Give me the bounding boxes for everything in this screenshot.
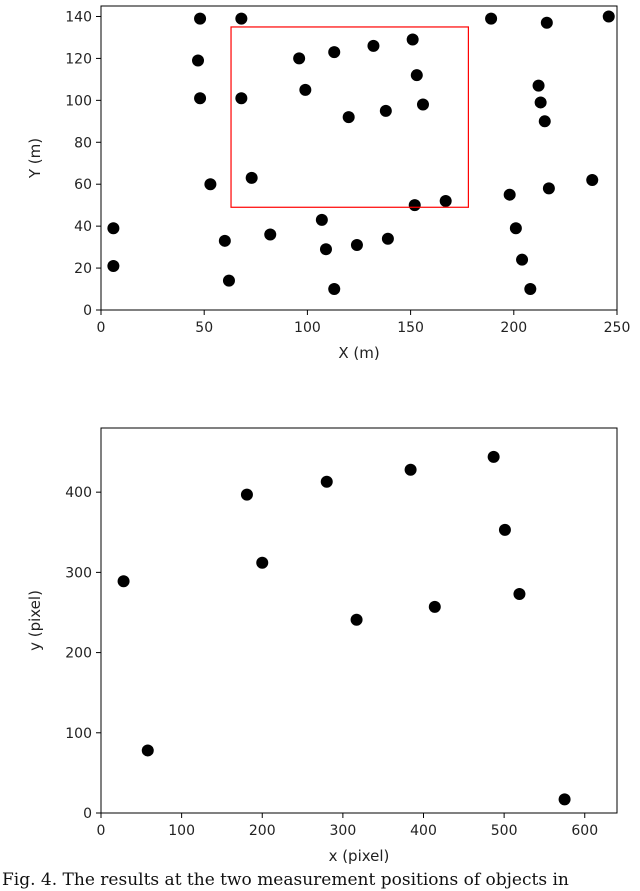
top-y-tick-label: 0 (83, 303, 92, 319)
bottom-data-point (240, 488, 253, 501)
top-data-point (416, 98, 429, 111)
top-data-point (107, 222, 120, 235)
top-data-point (534, 96, 547, 109)
bottom-x-tick-label: 0 (97, 823, 106, 839)
top-y-tick-label: 40 (74, 219, 92, 235)
top-x-axis-label: X (m) (338, 344, 379, 362)
top-data-point (235, 92, 248, 105)
bottom-x-tick-label: 500 (491, 823, 518, 839)
bottom-y-tick-label: 400 (65, 485, 92, 501)
top-y-tick-label: 20 (74, 261, 92, 277)
top-data-point (222, 274, 235, 287)
bottom-x-axis-label: x (pixel) (329, 847, 390, 865)
bottom-data-point (404, 463, 417, 476)
top-data-point (379, 104, 392, 117)
top-data-point (350, 239, 363, 252)
highlight-box (230, 26, 469, 208)
top-data-point (235, 12, 248, 25)
top-data-point (538, 115, 551, 128)
bottom-data-point (487, 450, 500, 463)
top-data-point (218, 234, 231, 247)
top-y-tick-label: 60 (74, 177, 92, 193)
top-data-point (328, 283, 341, 296)
top-data-point (264, 228, 277, 241)
top-data-point (408, 199, 421, 212)
top-data-point (485, 12, 498, 25)
top-data-point (439, 194, 452, 207)
bottom-y-tick-label: 0 (83, 806, 92, 822)
top-x-axis-ticks: 0 50 100 150 200 250 (97, 310, 631, 336)
top-y-tick-label: 80 (74, 135, 92, 151)
bottom-data-point (320, 475, 333, 488)
top-data-point (245, 171, 258, 184)
bottom-data-point (117, 575, 130, 588)
figure-caption: Fig. 4. The results at the two measureme… (2, 870, 569, 890)
top-data-point (315, 213, 328, 226)
top-y-tick-label: 100 (65, 93, 92, 109)
top-data-point (602, 10, 615, 23)
bottom-data-point (498, 523, 511, 536)
bottom-x-tick-label: 400 (410, 823, 437, 839)
bottom-y-tick-label: 200 (65, 646, 92, 662)
bottom-data-point (350, 613, 363, 626)
bottom-y-axis-label: y (pixel) (26, 590, 44, 651)
top-x-tick-label: 150 (397, 320, 424, 336)
bottom-scatter-points (117, 450, 571, 806)
top-data-point (532, 79, 545, 92)
bottom-y-tick-label: 300 (65, 565, 92, 581)
top-x-tick-label: 50 (195, 320, 213, 336)
top-scatter-chart: 0 50 100 150 200 250 0 20 40 60 80 100 120 140 X (m)… (26, 5, 631, 362)
top-data-point (516, 253, 529, 266)
top-y-tick-label: 120 (65, 51, 92, 67)
bottom-data-point (513, 588, 526, 601)
top-data-point (586, 174, 599, 187)
top-data-point (194, 12, 207, 25)
top-data-point (299, 83, 312, 96)
top-data-point (410, 69, 423, 82)
bottom-y-tick-label: 100 (65, 726, 92, 742)
top-plot-frame (100, 5, 618, 311)
bottom-x-tick-label: 300 (330, 823, 357, 839)
top-y-tick-label: 140 (65, 9, 92, 25)
top-data-point (381, 232, 394, 245)
top-data-point (319, 243, 332, 256)
bottom-y-axis-ticks: 0 100 200 300 400 (65, 485, 101, 822)
bottom-x-axis-ticks: 0 100 200 300 400 500 600 (97, 813, 598, 839)
top-data-point (107, 259, 120, 272)
top-data-point (293, 52, 306, 65)
top-data-point (192, 54, 205, 67)
top-y-axis-label: Y (m) (26, 138, 44, 179)
bottom-data-point (141, 744, 154, 757)
top-x-tick-label: 200 (500, 320, 527, 336)
top-data-point (328, 46, 341, 59)
bottom-data-point (256, 556, 269, 569)
top-data-point (194, 92, 207, 105)
bottom-x-tick-label: 200 (249, 823, 276, 839)
top-data-point (524, 283, 537, 296)
figure-canvas: 0 50 100 150 200 250 0 20 40 60 80 100 120 140 X (m)… (26, 5, 631, 865)
top-data-point (503, 188, 516, 201)
top-data-point (367, 39, 380, 52)
top-data-point (204, 178, 217, 191)
top-data-point (542, 182, 555, 195)
top-data-point (406, 33, 419, 46)
top-data-point (342, 111, 355, 124)
top-data-point (540, 16, 553, 29)
top-data-point (509, 222, 522, 235)
bottom-data-point (558, 793, 571, 806)
bottom-data-point (428, 600, 441, 613)
top-x-tick-label: 250 (604, 320, 631, 336)
top-x-tick-label: 0 (97, 320, 106, 336)
top-x-tick-label: 100 (294, 320, 321, 336)
top-y-axis-ticks: 0 20 40 60 80 100 120 140 (65, 9, 101, 319)
bottom-x-tick-label: 100 (168, 823, 195, 839)
top-scatter-points (107, 10, 615, 296)
bottom-scatter-chart: 0 100 200 300 400 500 600 0 100 200 300 400 x (pix… (26, 427, 618, 865)
bottom-plot-frame (100, 427, 618, 814)
bottom-x-tick-label: 600 (571, 823, 598, 839)
